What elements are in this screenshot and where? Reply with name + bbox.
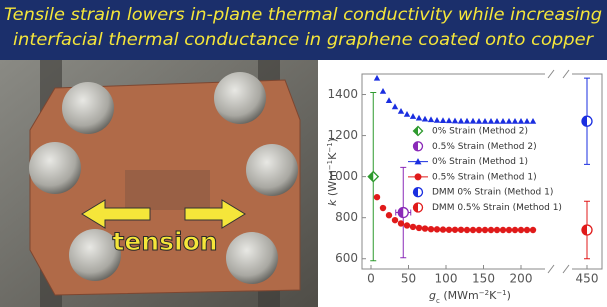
marker xyxy=(398,208,408,218)
dot xyxy=(464,227,470,233)
marker xyxy=(440,226,446,232)
marker xyxy=(512,227,518,233)
dot xyxy=(440,226,446,232)
axis-label-part: (MWm xyxy=(440,289,479,302)
dot xyxy=(500,227,506,233)
axis-label-part: ) xyxy=(507,289,511,302)
marker xyxy=(398,220,404,226)
dot xyxy=(392,217,398,223)
y-tick-label: 1400 xyxy=(327,87,358,101)
x-tick-label: 50 xyxy=(401,272,416,286)
dot xyxy=(512,227,518,233)
marker xyxy=(415,173,422,180)
marker xyxy=(416,225,422,231)
screw xyxy=(214,72,266,124)
marker xyxy=(452,227,458,233)
marker xyxy=(488,227,494,233)
axis-label-part: ) xyxy=(326,138,339,142)
dot xyxy=(386,212,392,218)
marker xyxy=(464,227,470,233)
screw xyxy=(62,82,114,134)
dot xyxy=(482,227,488,233)
dot xyxy=(398,220,404,226)
marker xyxy=(428,226,434,232)
axis-label-part: (Wm xyxy=(326,170,339,199)
dot xyxy=(428,226,434,232)
axis-label-part: −1 xyxy=(326,142,334,152)
dot xyxy=(446,227,452,233)
x-tick-label: 0 xyxy=(367,272,375,286)
legend-label: 0.5% Strain (Method 2) xyxy=(432,142,537,152)
marker xyxy=(506,227,512,233)
axis-label-part: −2 xyxy=(479,289,489,297)
legend-label: DMM 0% Strain (Method 1) xyxy=(432,188,553,198)
dot xyxy=(506,227,512,233)
marker xyxy=(380,205,386,211)
dot xyxy=(416,225,422,231)
x-tick-label: 100 xyxy=(435,272,458,286)
marker xyxy=(470,227,476,233)
marker xyxy=(374,194,380,200)
x-tick-label: 150 xyxy=(472,272,495,286)
screw xyxy=(226,232,278,284)
dot xyxy=(476,227,482,233)
marker xyxy=(500,227,506,233)
dot xyxy=(404,222,410,228)
axis-label-part: g xyxy=(429,289,436,302)
dot xyxy=(374,194,380,200)
marker xyxy=(582,225,592,235)
marker xyxy=(482,227,488,233)
tension-label: tension xyxy=(112,227,217,256)
dot xyxy=(458,227,464,233)
dot xyxy=(524,227,530,233)
marker xyxy=(422,225,428,231)
marker xyxy=(414,142,423,151)
y-tick-label: 600 xyxy=(335,251,358,265)
axis-label-part: −1 xyxy=(326,160,334,170)
y-tick-label: 800 xyxy=(335,210,358,224)
screw xyxy=(246,144,298,196)
dot xyxy=(415,173,422,180)
legend-label: 0% Strain (Method 2) xyxy=(432,127,528,137)
dot xyxy=(434,226,440,232)
marker xyxy=(434,226,440,232)
dot xyxy=(470,227,476,233)
title-line: interfacial thermal conductance in graph… xyxy=(13,30,594,50)
legend-label: 0% Strain (Method 1) xyxy=(432,157,528,167)
dot xyxy=(452,227,458,233)
marker xyxy=(494,227,500,233)
marker xyxy=(524,227,530,233)
dot xyxy=(518,227,524,233)
dot xyxy=(422,225,428,231)
dot xyxy=(494,227,500,233)
marker xyxy=(414,188,423,197)
marker xyxy=(414,203,423,212)
photo: tension xyxy=(0,60,318,307)
dot xyxy=(530,227,536,233)
legend-label: 0.5% Strain (Method 1) xyxy=(432,172,537,182)
dot xyxy=(380,205,386,211)
x-tick-label: 200 xyxy=(510,272,533,286)
dot xyxy=(488,227,494,233)
marker xyxy=(530,227,536,233)
marker xyxy=(582,116,592,126)
chart-bg xyxy=(320,60,607,307)
marker xyxy=(392,217,398,223)
marker xyxy=(446,227,452,233)
marker xyxy=(518,227,524,233)
screw xyxy=(29,142,81,194)
marker xyxy=(458,227,464,233)
marker xyxy=(404,222,410,228)
x-tick-label: 450 xyxy=(576,272,599,286)
marker xyxy=(386,212,392,218)
marker xyxy=(410,224,416,230)
title-line: Tensile strain lowers in-plane thermal c… xyxy=(4,5,602,25)
dot xyxy=(410,224,416,230)
legend-label: DMM 0.5% Strain (Method 1) xyxy=(432,203,562,213)
axis-label-part: −1 xyxy=(496,289,506,297)
marker xyxy=(476,227,482,233)
figure: Tensile strain lowers in-plane thermal c… xyxy=(0,0,607,307)
slot xyxy=(125,170,210,210)
